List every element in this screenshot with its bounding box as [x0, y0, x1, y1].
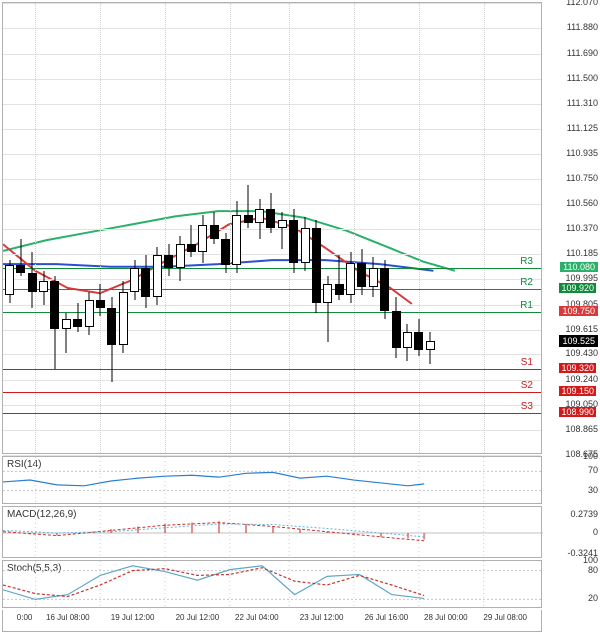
- stoch-panel[interactable]: Stoch(5,5,3): [2, 560, 542, 608]
- x-axis: 0:00 16 Jul 08:00 19 Jul 12:00 20 Jul 12:00…: [2, 610, 542, 632]
- x-axis-label: 23 Jul 12:00: [300, 613, 344, 622]
- trading-chart: R3R2R1S1S2S3 112.070111.880111.690111.50…: [0, 0, 600, 633]
- candle[interactable]: [130, 3, 139, 455]
- candle[interactable]: [96, 3, 105, 455]
- x-axis-label: 26 Jul 16:00: [365, 613, 409, 622]
- candle[interactable]: [323, 3, 332, 455]
- price-panel[interactable]: R3R2R1S1S2S3: [2, 2, 542, 454]
- macd-panel[interactable]: MACD(12,26,9): [2, 506, 542, 558]
- candle[interactable]: [403, 3, 412, 455]
- x-axis-label: 28 Jul 00:00: [424, 613, 468, 622]
- x-axis-label: 20 Jul 12:00: [176, 613, 220, 622]
- candle[interactable]: [426, 3, 435, 455]
- candle[interactable]: [357, 3, 366, 455]
- candle[interactable]: [221, 3, 230, 455]
- x-axis-label: 19 Jul 12:00: [111, 613, 155, 622]
- candle[interactable]: [244, 3, 253, 455]
- candle[interactable]: [119, 3, 128, 455]
- candle[interactable]: [176, 3, 185, 455]
- rsi-panel[interactable]: RSI(14): [2, 456, 542, 504]
- candle[interactable]: [301, 3, 310, 455]
- price-y-axis: 112.070111.880111.690111.500111.310111.1…: [544, 2, 600, 454]
- macd-y-axis: 0.27390-0.3241: [544, 506, 600, 558]
- candle[interactable]: [312, 3, 321, 455]
- candle[interactable]: [255, 3, 264, 455]
- candle[interactable]: [107, 3, 116, 455]
- candle[interactable]: [392, 3, 401, 455]
- candle[interactable]: [187, 3, 196, 455]
- x-axis-label: 22 Jul 04:00: [235, 613, 279, 622]
- rsi-svg: [3, 457, 543, 505]
- macd-svg: [3, 507, 543, 559]
- candle[interactable]: [232, 3, 241, 455]
- x-axis-label: 0:00: [17, 613, 33, 622]
- candle[interactable]: [85, 3, 94, 455]
- candle[interactable]: [266, 3, 275, 455]
- candle[interactable]: [346, 3, 355, 455]
- stoch-y-axis: 1008020: [544, 560, 600, 608]
- candle[interactable]: [198, 3, 207, 455]
- x-axis-label: 29 Jul 08:00: [483, 613, 527, 622]
- candle[interactable]: [369, 3, 378, 455]
- candle[interactable]: [5, 3, 14, 455]
- candle[interactable]: [28, 3, 37, 455]
- current-price-tag: 109.525: [559, 335, 598, 347]
- candle[interactable]: [278, 3, 287, 455]
- candle[interactable]: [153, 3, 162, 455]
- x-axis-label: 16 Jul 08:00: [46, 613, 90, 622]
- stoch-svg: [3, 561, 543, 609]
- candle[interactable]: [289, 3, 298, 455]
- candle[interactable]: [380, 3, 389, 455]
- candle[interactable]: [39, 3, 48, 455]
- candle[interactable]: [73, 3, 82, 455]
- rsi-y-axis: 1007030: [544, 456, 600, 504]
- candle[interactable]: [414, 3, 423, 455]
- candle[interactable]: [210, 3, 219, 455]
- candle[interactable]: [62, 3, 71, 455]
- candle[interactable]: [164, 3, 173, 455]
- candle[interactable]: [335, 3, 344, 455]
- candle[interactable]: [141, 3, 150, 455]
- candle[interactable]: [16, 3, 25, 455]
- candle[interactable]: [50, 3, 59, 455]
